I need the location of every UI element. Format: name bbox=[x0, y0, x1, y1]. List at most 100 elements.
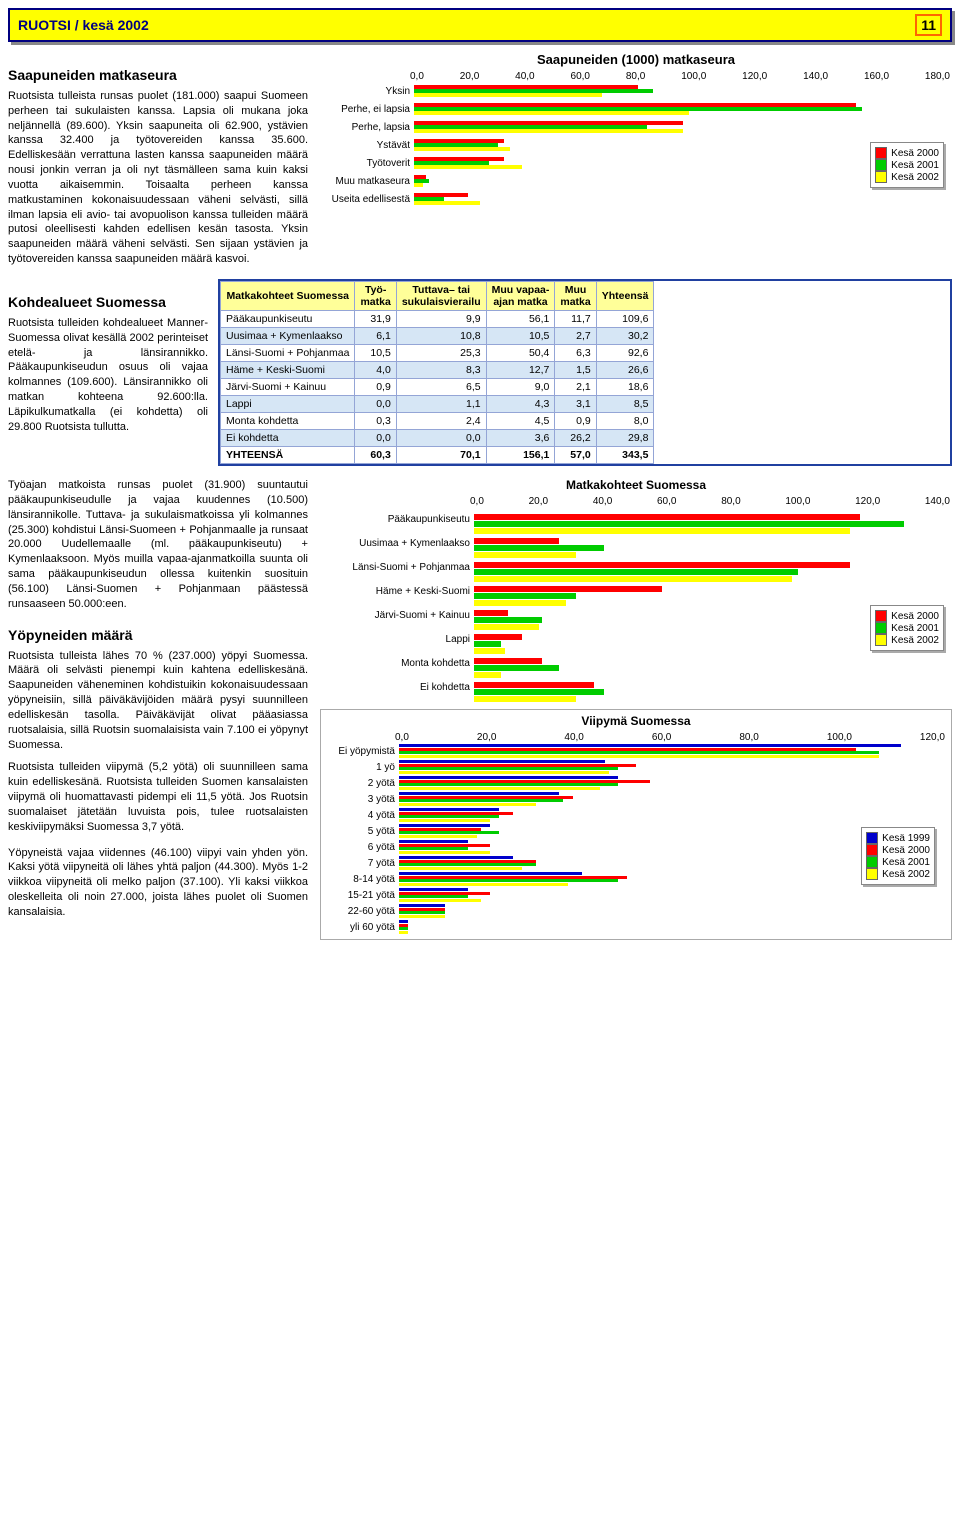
bar bbox=[399, 771, 609, 774]
category-label: 6 yötä bbox=[325, 842, 399, 853]
bar bbox=[474, 521, 904, 527]
bar bbox=[474, 682, 594, 688]
category-label: Perhe, ei lapsia bbox=[320, 104, 414, 115]
table-cell: 60,3 bbox=[355, 447, 396, 464]
text-block-lower: Työajan matkoista runsas puolet (31.900)… bbox=[8, 478, 308, 940]
axis-tick: 0,0 bbox=[470, 496, 484, 507]
axis-tick: 60,0 bbox=[652, 732, 671, 743]
bar-row: Länsi-Suomi + Pohjanmaa bbox=[320, 555, 952, 579]
legend-label: Kesä 2000 bbox=[882, 845, 930, 856]
chart2: Matkakohteet Suomessa 0,020,040,060,080,… bbox=[320, 478, 952, 699]
table-cell: 156,1 bbox=[486, 447, 555, 464]
category-label: Perhe, lapsia bbox=[320, 122, 414, 133]
table-cell: 57,0 bbox=[555, 447, 596, 464]
table-cell: 29,8 bbox=[596, 430, 654, 447]
axis-tick: 140,0 bbox=[803, 71, 828, 82]
table-cell: 26,2 bbox=[555, 430, 596, 447]
bar-plot bbox=[399, 776, 947, 790]
table-cell: 4,5 bbox=[486, 413, 555, 430]
category-label: 4 yötä bbox=[325, 810, 399, 821]
table-cell: Monta kohdetta bbox=[221, 413, 355, 430]
bar bbox=[474, 624, 539, 630]
table-cell: YHTEENSÄ bbox=[221, 447, 355, 464]
legend-item: Kesä 2000 bbox=[866, 844, 930, 856]
axis-tick: 100,0 bbox=[827, 732, 852, 743]
table-row: Pääkaupunkiseutu31,99,956,111,7109,6 bbox=[221, 311, 654, 328]
legend-item: Kesä 2000 bbox=[875, 610, 939, 622]
bar bbox=[474, 538, 559, 544]
table-row: Länsi-Suomi + Pohjanmaa10,525,350,46,392… bbox=[221, 345, 654, 362]
table-row: Monta kohdetta0,32,44,50,98,0 bbox=[221, 413, 654, 430]
chart1-title: Saapuneiden (1000) matkaseura bbox=[320, 52, 952, 67]
bar-row: Uusimaa + Kymenlaakso bbox=[320, 531, 952, 555]
table-cell: 11,7 bbox=[555, 311, 596, 328]
bar-row: 6 yötä bbox=[325, 839, 947, 855]
table-cell: 9,0 bbox=[486, 379, 555, 396]
axis-tick: 80,0 bbox=[739, 732, 758, 743]
legend-label: Kesä 2001 bbox=[891, 623, 939, 634]
bar-plot bbox=[474, 512, 952, 526]
section3-body: Työajan matkoista runsas puolet (31.900)… bbox=[8, 478, 308, 612]
table-cell: Länsi-Suomi + Pohjanmaa bbox=[221, 345, 355, 362]
legend-item: Kesä 1999 bbox=[866, 832, 930, 844]
section2-text: Kohdealueet Suomessa Ruotsista tulleiden… bbox=[8, 279, 208, 466]
axis-tick: 100,0 bbox=[785, 496, 810, 507]
legend-swatch bbox=[875, 147, 887, 159]
category-label: Työtoverit bbox=[320, 158, 414, 169]
bar-row: 5 yötä bbox=[325, 823, 947, 839]
bar bbox=[474, 610, 508, 616]
legend-label: Kesä 2001 bbox=[882, 857, 930, 868]
bar-row: yli 60 yötä bbox=[325, 919, 947, 935]
chart1-bars: YksinPerhe, ei lapsiaPerhe, lapsiaYstävä… bbox=[320, 82, 952, 208]
axis-tick: 80,0 bbox=[626, 71, 645, 82]
bar-plot bbox=[474, 584, 952, 598]
section2-body: Ruotsista tulleiden kohdealueet Manner-S… bbox=[8, 316, 208, 435]
category-label: Yksin bbox=[320, 86, 414, 97]
bar bbox=[399, 851, 490, 854]
data-table: Matkakohteet SuomessaTyö- matkaTuttava– … bbox=[220, 281, 654, 464]
table-cell: 25,3 bbox=[396, 345, 486, 362]
legend-swatch bbox=[875, 634, 887, 646]
chart1-legend: Kesä 2000Kesä 2001Kesä 2002 bbox=[870, 142, 944, 188]
table-cell: 10,8 bbox=[396, 328, 486, 345]
legend-item: Kesä 2002 bbox=[875, 634, 939, 646]
category-label: Monta kohdetta bbox=[320, 658, 474, 669]
legend-item: Kesä 2001 bbox=[875, 159, 939, 171]
bar-row: 4 yötä bbox=[325, 807, 947, 823]
legend-swatch bbox=[866, 856, 878, 868]
axis-tick: 180,0 bbox=[925, 71, 950, 82]
section6-body: Yöpyneistä vajaa viidennes (46.100) viip… bbox=[8, 846, 308, 920]
chart3-xaxis: 0,020,040,060,080,0100,0120,0 bbox=[325, 732, 947, 743]
table-cell: 2,7 bbox=[555, 328, 596, 345]
bar-row: 8-14 yötä bbox=[325, 871, 947, 887]
table-cell: 109,6 bbox=[596, 311, 654, 328]
bar-row: Työtoverit bbox=[320, 154, 952, 172]
category-label: Uusimaa + Kymenlaakso bbox=[320, 538, 474, 549]
bar-row: Perhe, ei lapsia bbox=[320, 100, 952, 118]
bar bbox=[399, 835, 477, 838]
table-cell: 56,1 bbox=[486, 311, 555, 328]
bar-plot bbox=[399, 808, 947, 822]
table-cell: 8,0 bbox=[596, 413, 654, 430]
category-label: 1 yö bbox=[325, 762, 399, 773]
chart2-title: Matkakohteet Suomessa bbox=[320, 478, 952, 492]
bar-row: 1 yö bbox=[325, 759, 947, 775]
bar bbox=[414, 147, 510, 151]
bar bbox=[474, 696, 576, 702]
bar-plot bbox=[399, 760, 947, 774]
category-label: Ei yöpymistä bbox=[325, 746, 399, 757]
chart3: Viipymä Suomessa 0,020,040,060,080,0100,… bbox=[320, 709, 952, 940]
bar bbox=[474, 658, 542, 664]
bar bbox=[414, 93, 602, 97]
axis-tick: 40,0 bbox=[515, 71, 534, 82]
legend-swatch bbox=[875, 159, 887, 171]
table-cell: 8,3 bbox=[396, 362, 486, 379]
table-row: Lappi0,01,14,33,18,5 bbox=[221, 396, 654, 413]
bar bbox=[474, 641, 501, 647]
section1-title: Saapuneiden matkaseura bbox=[8, 66, 308, 85]
bar-row: Ei yöpymistä bbox=[325, 743, 947, 759]
table-header: Matkakohteet Suomessa bbox=[221, 282, 355, 311]
table-cell: 18,6 bbox=[596, 379, 654, 396]
chart2-bars: PääkaupunkiseutuUusimaa + KymenlaaksoLän… bbox=[320, 507, 952, 699]
table-header: Muu vapaa- ajan matka bbox=[486, 282, 555, 311]
